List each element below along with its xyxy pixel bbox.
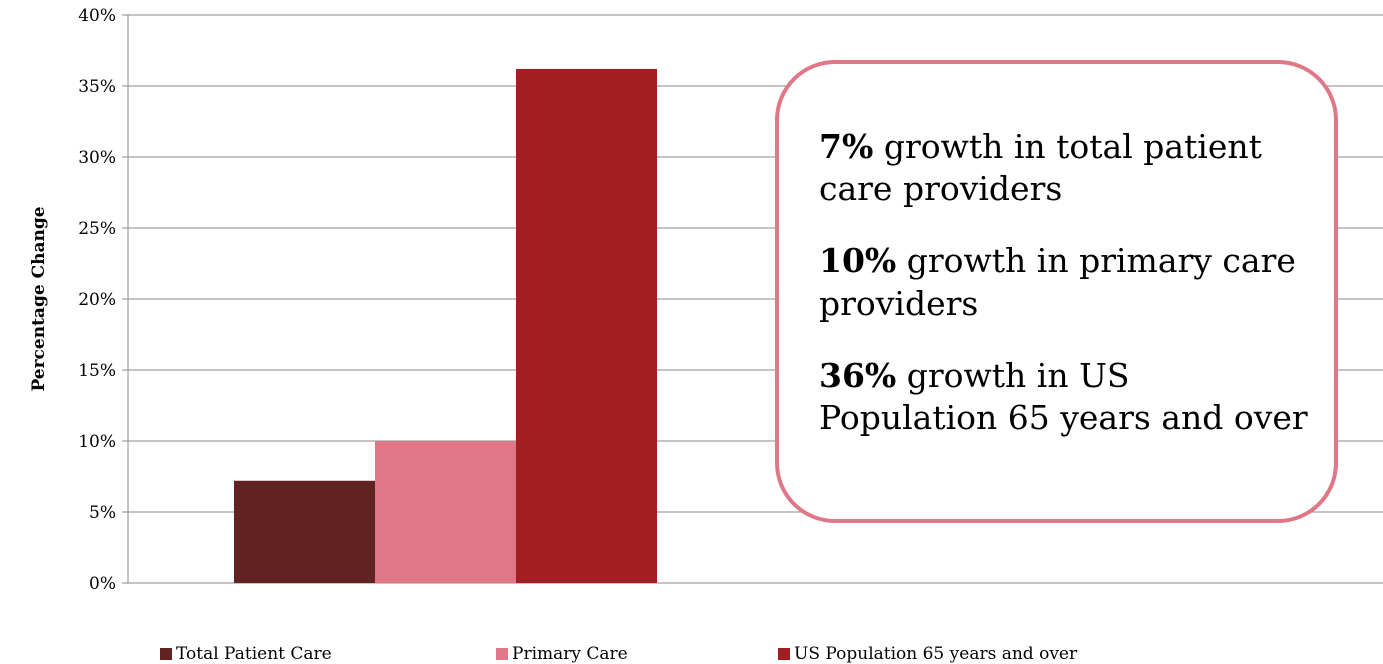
y-tick-label: 35% [78,77,116,97]
callout-text: growth in total patient care providers [819,127,1262,209]
y-tick-label: 0% [89,574,116,594]
callout-text: growth in primary care providers [819,241,1296,323]
legend-swatch [160,648,172,660]
callout-item-total-patient-care: 7% growth in total patient care provider… [819,126,1314,210]
y-tick-label: 40% [78,6,116,26]
callout-highlight: 10% [819,241,897,281]
legend: Total Patient Care Primary Care US Popul… [0,644,1383,664]
bar-primary-care [375,441,516,583]
legend-label: Primary Care [512,644,628,664]
callout-item-primary-care: 10% growth in primary care providers [819,240,1314,324]
legend-swatch [496,648,508,660]
bars [234,68,657,583]
y-tick-label: 5% [89,503,116,523]
callout-item-us-population: 36% growth in US Population 65 years and… [819,355,1314,439]
callout-text: growth in US Population 65 years and ove… [819,355,1308,438]
legend-item-total-patient-care: Total Patient Care [160,644,332,664]
callout-highlight: 36% [819,355,897,395]
legend-swatch [778,648,790,660]
y-tick-label: 10% [78,432,116,452]
legend-item-primary-care: Primary Care [496,644,628,664]
y-tick-label: 25% [78,219,116,239]
legend-label: Total Patient Care [176,644,332,664]
y-tick-label: 20% [78,290,116,310]
y-axis-ticks: 0% 5% 10% 15% 20% 25% 30% 35% 40% [78,6,116,594]
summary-callout: 7% growth in total patient care provider… [775,60,1338,523]
y-tick-label: 15% [78,361,116,381]
y-tick-label: 30% [78,148,116,168]
bar-total-patient-care [234,480,375,583]
legend-label: US Population 65 years and over [794,644,1078,664]
callout-highlight: 7% [819,127,874,166]
y-axis-label: Percentage Change [29,206,49,391]
legend-item-us-population: US Population 65 years and over [778,644,1077,664]
bar-us-population-65-years-and-over [516,68,657,583]
